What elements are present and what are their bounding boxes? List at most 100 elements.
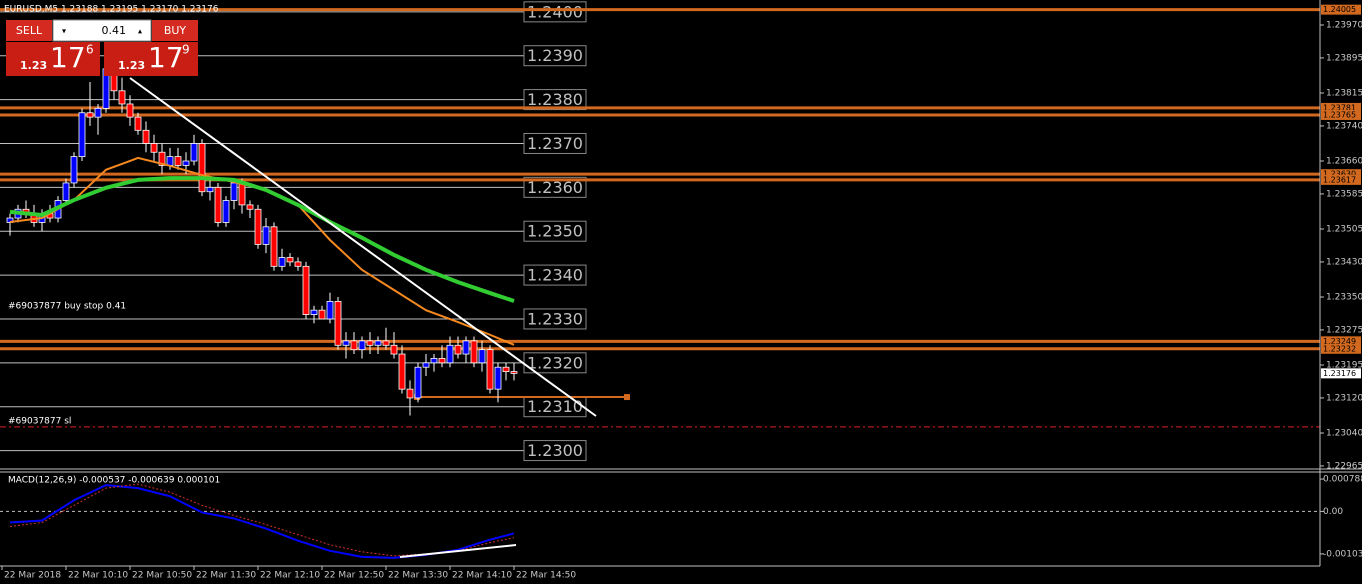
candle-body <box>502 366 510 373</box>
macd-line <box>9 483 515 557</box>
candle-body <box>190 143 198 162</box>
buy-price[interactable] <box>104 42 198 76</box>
y-tick-label: 1.23505 <box>1326 225 1362 235</box>
x-tick-label: 22 Mar 10:50 <box>132 571 192 581</box>
candle-body <box>126 103 134 118</box>
candle-body <box>318 309 326 320</box>
sell-big-figure[interactable]: 1.23 <box>20 59 47 72</box>
x-tick-label: 22 Mar 12:10 <box>260 571 320 581</box>
candle-body <box>270 226 278 267</box>
candle-body <box>254 208 262 245</box>
level-label: 1.2320 <box>527 353 583 372</box>
macd-tick-label: -0.001035 <box>1323 549 1362 559</box>
sell-fraction[interactable]: 6 <box>86 43 94 57</box>
orange-level-box <box>1321 174 1361 185</box>
y-tick-label: 1.23120 <box>1326 393 1362 403</box>
candle-body <box>150 143 158 153</box>
buy-big-figure[interactable]: 1.23 <box>118 59 145 72</box>
sell-price[interactable] <box>6 42 100 76</box>
candle-body <box>62 182 70 201</box>
symbol-header: EURUSD,M5 1.23188 1.23195 1.23170 1.2317… <box>4 5 219 15</box>
trade-panel: SELL ▾ ▴ 0.41 BUY 1.23 17 6 1.23 17 9 <box>6 19 198 76</box>
x-tick-label: 22 Mar 13:30 <box>388 571 448 581</box>
lot-value[interactable]: 0.41 <box>102 24 127 37</box>
candle-body <box>230 182 238 201</box>
orange-level-box <box>1321 109 1361 120</box>
lot-input[interactable] <box>52 19 152 42</box>
buy-pips[interactable]: 17 <box>148 41 184 74</box>
level-label: 1.2380 <box>527 90 583 109</box>
orange-level-label: 1.23232 <box>1323 344 1356 353</box>
level-box <box>523 264 587 286</box>
candle-body <box>478 349 486 364</box>
candle-body <box>470 340 478 364</box>
level-box <box>523 132 587 154</box>
candle-body <box>142 129 150 144</box>
orange-level-box <box>1321 4 1361 15</box>
buy-label[interactable]: BUY <box>164 24 187 37</box>
candle-body <box>206 186 214 193</box>
orange-level-box <box>1321 343 1361 354</box>
orange-level-label: 1.23630 <box>1323 170 1356 179</box>
candle-body <box>214 186 222 223</box>
candle-body <box>406 388 414 399</box>
level-label: 1.2360 <box>527 178 583 197</box>
x-tick-label: 22 Mar 2018 <box>4 571 61 581</box>
candle-body <box>182 160 190 166</box>
sell-pips[interactable]: 17 <box>50 41 86 74</box>
level-box <box>523 176 587 198</box>
macd-label: MACD(12,26,9) -0.000537 -0.000639 0.0001… <box>8 476 220 486</box>
level-label: 1.2400 <box>527 2 583 21</box>
sell-label[interactable]: SELL <box>16 24 43 37</box>
current-price-box <box>1321 368 1361 379</box>
candle-body <box>70 156 78 184</box>
y-tick-label: 1.23815 <box>1326 89 1362 99</box>
candle-body <box>454 344 462 355</box>
y-tick-label: 1.23275 <box>1326 325 1362 335</box>
candle-body <box>78 112 86 158</box>
candle-body <box>334 301 342 346</box>
candle-body <box>294 261 302 267</box>
candle-body <box>414 366 422 399</box>
current-price-label: 1.23176 <box>1323 369 1356 378</box>
y-tick-label: 1.23585 <box>1326 189 1362 199</box>
level-box <box>523 45 587 67</box>
orange-level-label: 1.24005 <box>1323 5 1356 14</box>
buy-fraction[interactable]: 9 <box>182 43 190 57</box>
candle-body <box>286 257 294 263</box>
candle-body <box>166 156 174 166</box>
candle-body <box>174 156 182 166</box>
y-tick-label: 1.23430 <box>1326 257 1362 267</box>
candle-body <box>510 371 518 374</box>
candle-body <box>350 340 358 351</box>
candle-body <box>486 349 494 390</box>
level-label: 1.2340 <box>527 266 583 285</box>
y-tick-label: 1.23970 <box>1326 21 1362 31</box>
x-tick-label: 22 Mar 11:30 <box>196 571 256 581</box>
buy-button[interactable] <box>152 20 198 41</box>
macd-tick-label: 0.000788 <box>1323 475 1362 485</box>
level-label: 1.2310 <box>527 397 583 416</box>
trendline <box>129 77 597 417</box>
level-box <box>523 220 587 242</box>
x-tick-label: 22 Mar 12:50 <box>324 571 384 581</box>
candle-body <box>430 358 438 364</box>
x-tick-label: 22 Mar 14:10 <box>452 571 512 581</box>
x-tick-label: 22 Mar 14:50 <box>516 571 576 581</box>
lot-up[interactable]: ▴ <box>138 27 142 36</box>
level-box <box>523 89 587 111</box>
buy-stop-label: #69037877 buy stop 0.41 <box>8 302 126 312</box>
lot-down[interactable]: ▾ <box>62 27 66 36</box>
candle-body <box>86 112 94 118</box>
y-tick-label: 1.23040 <box>1326 429 1362 439</box>
candle-body <box>462 340 470 355</box>
y-tick-label: 1.23195 <box>1326 361 1362 371</box>
y-tick-label: 1.23895 <box>1326 53 1362 63</box>
candle-body <box>134 116 142 131</box>
candle-body <box>278 257 286 267</box>
candle-body <box>262 226 270 245</box>
level-label: 1.2350 <box>527 222 583 241</box>
sell-button[interactable] <box>6 20 52 41</box>
candle-body <box>422 362 430 368</box>
